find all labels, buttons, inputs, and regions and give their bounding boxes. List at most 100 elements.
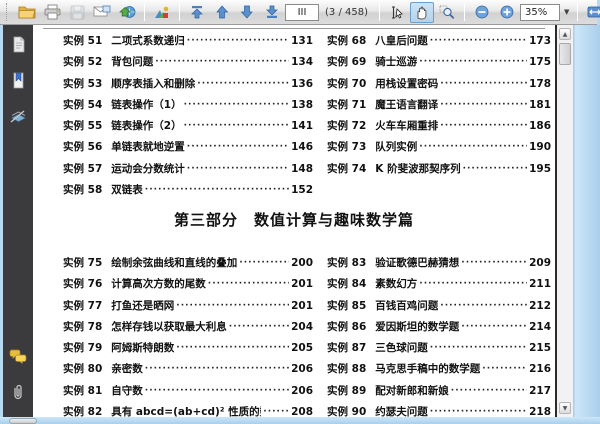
toc-leader-dots: ········································… (197, 78, 290, 89)
toc-entry: 实例 68 八皇后问题 ····························… (327, 31, 551, 52)
fit-width-button[interactable] (583, 2, 600, 23)
toc-leader-dots: ········································… (228, 321, 289, 332)
toc-entry: 实例 85 百钱百鸡问题 ···························… (327, 296, 551, 317)
zoom-out-button[interactable] (470, 2, 494, 23)
toc-entry-title: 顺序表插入和删除 (111, 77, 196, 90)
toc-entry-page: 186 (529, 120, 551, 133)
toc-entry-label: 实例 56 (63, 141, 103, 154)
toc-entry: 实例 86 爱因斯坦的数学题 ·························… (327, 317, 551, 338)
pages-panel-button[interactable] (7, 33, 29, 55)
annotation-tools-button[interactable] (150, 2, 174, 23)
select-text-button[interactable] (385, 2, 409, 23)
toc-entry: 实例 77 打鱼还是晒网 ···························… (63, 296, 313, 317)
page-number-input[interactable] (285, 3, 319, 21)
toc-entry-page: 216 (529, 363, 551, 376)
share-online-button[interactable] (115, 2, 139, 23)
toc-column-bottom-left: 实例 75 绘制余弦曲线和直线的叠加 ·····················… (63, 253, 313, 417)
toc-entry-title: 运动会分数统计 (111, 162, 185, 175)
toc-entry-title: 火车车厢重排 (375, 120, 439, 133)
save-icon (70, 5, 85, 20)
toc-entry: 实例 79 阿姆斯特朗数 ···························… (63, 338, 313, 359)
open-folder-icon (18, 4, 36, 20)
email-button[interactable] (90, 2, 114, 23)
toolbar-separator (463, 3, 465, 21)
next-page-button[interactable] (235, 2, 259, 23)
toc-entry-label: 实例 89 (327, 384, 367, 397)
window-frame-right (575, 25, 600, 424)
toc-entry-page: 214 (529, 320, 551, 333)
toc-entry-page: 195 (529, 162, 551, 175)
toc-entry-label: 实例 86 (327, 320, 367, 333)
layers-panel-button[interactable] (7, 105, 29, 127)
scroll-up-button[interactable]: ▲ (559, 28, 571, 40)
toc-column-top-left: 实例 51 二项式系数递归 ··························… (63, 31, 313, 201)
toc-entry-label: 实例 88 (327, 363, 367, 376)
scrollbar-thumb[interactable] (559, 43, 571, 65)
toc-entry-title: 百钱百鸡问题 (375, 299, 439, 312)
save-button[interactable] (65, 2, 89, 23)
document-page[interactable]: 实例 51 二项式系数递归 ··························… (33, 25, 555, 417)
zoom-in-button[interactable] (495, 2, 519, 23)
toc-entry: 实例 88 马克思手稿中的数学题 ·······················… (327, 359, 551, 380)
zoom-marquee-button[interactable] (435, 2, 459, 23)
toc-entry-label: 实例 83 (327, 257, 367, 269)
comments-panel-icon (9, 349, 27, 364)
toc-entry: 实例 57 运动会分数统计 ··························… (63, 159, 313, 180)
bookmarks-panel-button[interactable] (7, 69, 29, 91)
toc-entry-title: 魔王语言翻译 (375, 98, 439, 111)
toc-entry-title: 阿姆斯特朗数 (111, 342, 175, 355)
toc-entry-label: 实例 52 (63, 56, 103, 69)
vertical-scrollbar[interactable]: ▲ ▼ (557, 25, 574, 417)
page-count-label: (3 / 458) (325, 6, 368, 18)
toc-entry-page: 201 (291, 299, 313, 312)
toc-entry: 实例 70 用栈设置密码 ···························… (327, 74, 551, 95)
toc-entry: 实例 69 骑士巡游 ·····························… (327, 52, 551, 73)
toc-entry: 实例 53 顺序表插入和删除 ·························… (63, 74, 313, 95)
zoom-dropdown-arrow-icon[interactable]: ▼ (563, 8, 570, 16)
toc-entry-page: 209 (529, 257, 551, 269)
toolbar-separator (378, 3, 380, 21)
toc-entry-page: 206 (291, 363, 313, 376)
toc-entry-label: 实例 85 (327, 299, 367, 312)
toc-entry: 实例 89 配对新郎和新娘 ··························… (327, 381, 551, 402)
toc-entry-page: 201 (291, 278, 313, 291)
toc-entry: 实例 83 验证歌德巴赫猜想 ·························… (327, 253, 551, 274)
hand-tool-button[interactable] (409, 1, 434, 23)
main-toolbar: (3 / 458) ▼ (0, 0, 600, 25)
toc-entry: 实例 82 具有 abcd=(ab+cd)² 性质的数 ············… (63, 402, 313, 417)
toc-entry-page: 146 (291, 141, 313, 154)
toc-leader-dots: ········································… (186, 36, 289, 46)
select-text-icon (389, 5, 404, 20)
previous-page-button[interactable] (210, 2, 234, 23)
toc-entry-title: 单链表就地逆置 (111, 141, 185, 154)
toc-entry: 实例 71 魔王语言翻译 ···························… (327, 95, 551, 116)
toc-entry-label: 实例 70 (327, 77, 367, 90)
section-heading: 第三部分 数值计算与趣味数学篇 (173, 211, 414, 229)
comments-panel-button[interactable] (7, 345, 29, 367)
toc-entry-page: 181 (529, 98, 551, 111)
toc-leader-dots: ········································… (450, 385, 527, 396)
zoom-level-input[interactable] (519, 3, 560, 21)
next-page-icon (240, 5, 254, 19)
last-page-button[interactable] (260, 2, 284, 23)
print-button[interactable] (40, 2, 64, 23)
toc-leader-dots: ········································… (419, 279, 527, 290)
statusbar-toggle-button[interactable] (9, 418, 37, 424)
attachments-panel-button[interactable] (7, 381, 29, 403)
toc-leader-dots: ········································… (419, 142, 527, 153)
open-file-button[interactable] (15, 2, 39, 23)
toc-entry-title: 队列实例 (375, 141, 418, 154)
toc-entry-title: 具有 abcd=(ab+cd)² 性质的数 (111, 406, 262, 417)
toc-entry-page: 200 (291, 257, 313, 269)
first-page-button[interactable] (185, 2, 209, 23)
toc-entry-title: 素数幻方 (375, 278, 418, 291)
window-frame-left (0, 25, 3, 424)
toolbar-separator (577, 3, 579, 21)
email-icon (93, 5, 111, 19)
toc-entry-title: 背包问题 (111, 56, 154, 69)
toc-entry: 实例 58 双链表 ······························… (63, 180, 313, 201)
toc-leader-dots: ········································… (144, 385, 290, 396)
toc-entry-label: 实例 80 (63, 363, 103, 376)
toc-entry: 实例 75 绘制余弦曲线和直线的叠加 ·····················… (63, 253, 313, 274)
scroll-down-button[interactable]: ▼ (559, 402, 571, 414)
